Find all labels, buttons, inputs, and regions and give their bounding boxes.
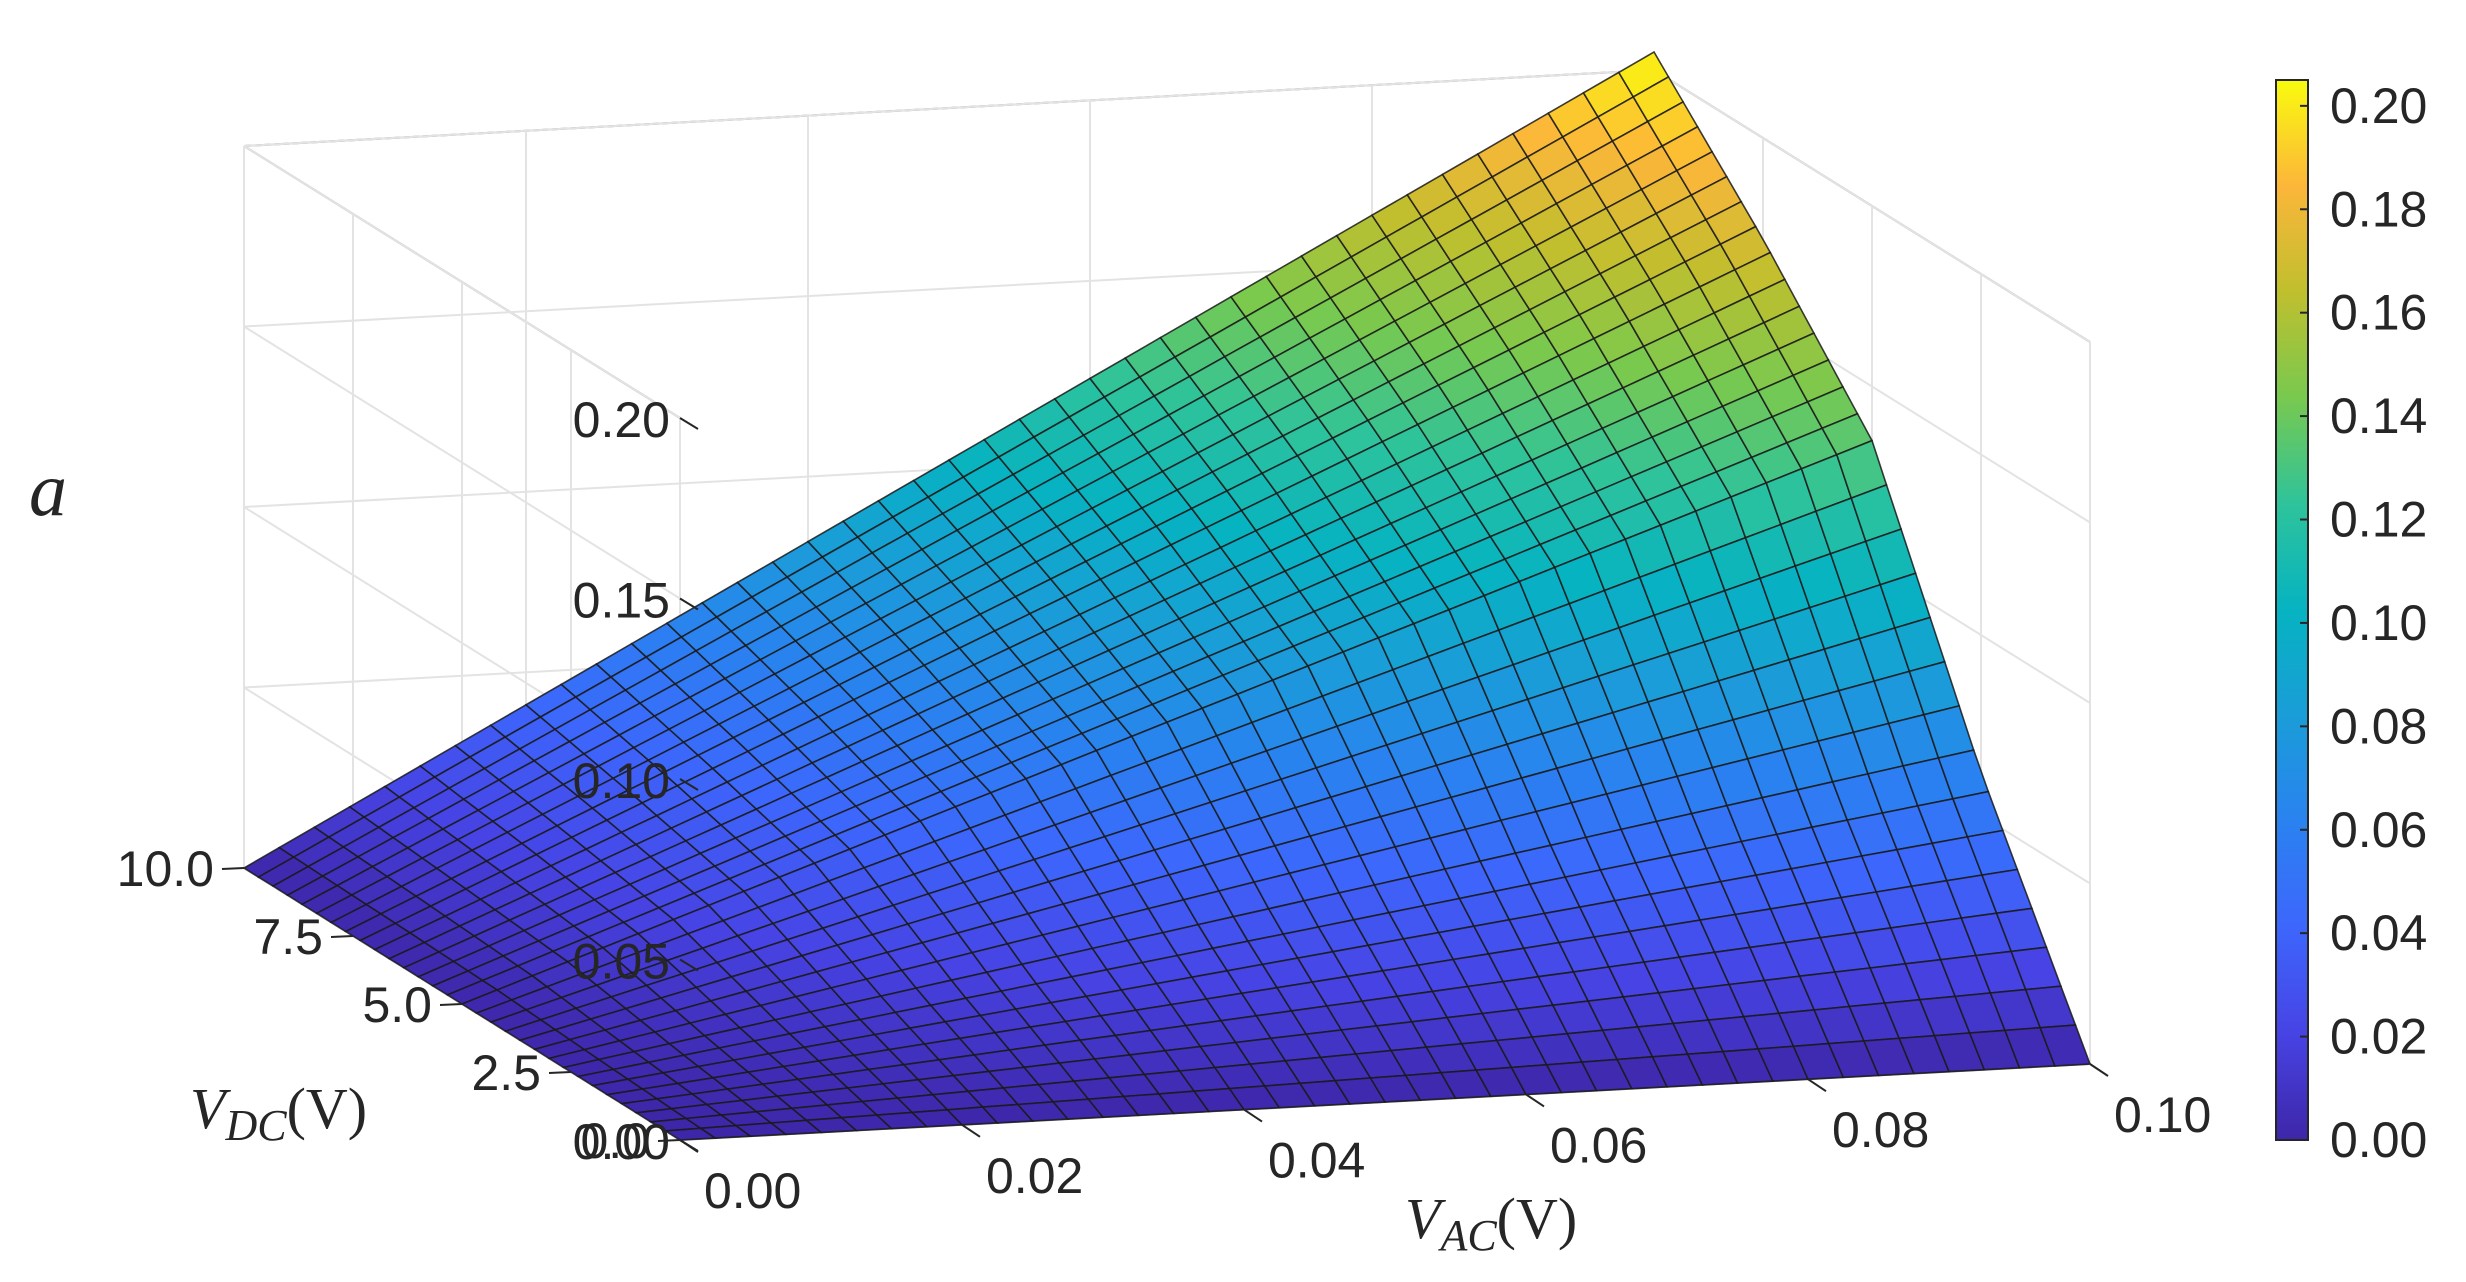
z-tick-label: 0.20 bbox=[573, 392, 670, 448]
colorbar-tick-label: 0.10 bbox=[2330, 595, 2427, 651]
y-tick-label: 7.5 bbox=[253, 909, 323, 965]
y-axis-label-unit: (V) bbox=[287, 1076, 368, 1141]
x-tick-mark bbox=[962, 1125, 980, 1137]
z-tick-mark bbox=[680, 599, 698, 610]
x-tick-mark bbox=[1244, 1110, 1262, 1122]
y-tick-label: 0.0 bbox=[580, 1113, 650, 1169]
x-tick-mark bbox=[680, 1140, 698, 1152]
z-tick-mark bbox=[680, 418, 698, 429]
z-tick-label: 0.10 bbox=[573, 753, 670, 809]
z-tick-label: 0.05 bbox=[573, 934, 670, 990]
x-tick-label: 0.02 bbox=[986, 1148, 1083, 1204]
y-tick-label: 5.0 bbox=[362, 977, 432, 1033]
y-tick-mark bbox=[549, 1072, 571, 1073]
x-axis-label: VAC(V) bbox=[1405, 1186, 1577, 1260]
colorbar-bar bbox=[2276, 80, 2308, 1140]
y-axis-label-sub: DC bbox=[224, 1101, 287, 1150]
y-tick-label: 2.5 bbox=[471, 1045, 541, 1101]
colorbar-tick-label: 0.18 bbox=[2330, 181, 2427, 237]
x-tick-label: 0.10 bbox=[2114, 1087, 2211, 1143]
x-tick-mark bbox=[2090, 1064, 2108, 1076]
z-axis-label: a bbox=[29, 448, 67, 532]
colorbar-tick-label: 0.20 bbox=[2330, 78, 2427, 134]
x-axis-label-unit: (V) bbox=[1497, 1186, 1578, 1251]
grid-line-z-back bbox=[244, 70, 1654, 146]
colorbar: 0.00 0.02 0.04 0.06 0.08 0.10 0.12 0.14 0.16 0.18… bbox=[2276, 78, 2427, 1168]
colorbar-tick-label: 0.14 bbox=[2330, 388, 2427, 444]
y-axis-label: VDC(V) bbox=[190, 1076, 367, 1150]
surface-mesh bbox=[244, 52, 2090, 1140]
colorbar-ticks: 0.00 0.02 0.04 0.06 0.08 0.10 0.12 0.14 0.16 0.18… bbox=[2300, 78, 2427, 1168]
colorbar-tick-label: 0.00 bbox=[2330, 1112, 2427, 1168]
colorbar-tick-label: 0.12 bbox=[2330, 492, 2427, 548]
x-tick-label: 0.08 bbox=[1832, 1102, 1929, 1158]
colorbar-tick-label: 0.04 bbox=[2330, 905, 2427, 961]
y-tick-mark bbox=[440, 1004, 462, 1005]
colorbar-tick-label: 0.02 bbox=[2330, 1009, 2427, 1065]
x-axis-label-sub: AC bbox=[1437, 1211, 1497, 1260]
colorbar-tick-label: 0.16 bbox=[2330, 285, 2427, 341]
colorbar-tick-label: 0.06 bbox=[2330, 802, 2427, 858]
colorbar-tick-label: 0.08 bbox=[2330, 698, 2427, 754]
y-tick-mark bbox=[658, 1140, 680, 1141]
x-tick-label: 0.04 bbox=[1268, 1133, 1365, 1189]
y-tick-mark bbox=[222, 868, 244, 869]
y-tick-mark bbox=[331, 936, 353, 937]
x-tick-mark bbox=[1526, 1094, 1544, 1106]
y-tick-label: 10.0 bbox=[117, 841, 214, 897]
x-tick-label: 0.06 bbox=[1550, 1117, 1647, 1173]
x-tick-label: 0.00 bbox=[704, 1163, 801, 1219]
x-tick-mark bbox=[1808, 1079, 1826, 1091]
z-tick-label: 0.15 bbox=[573, 573, 670, 629]
